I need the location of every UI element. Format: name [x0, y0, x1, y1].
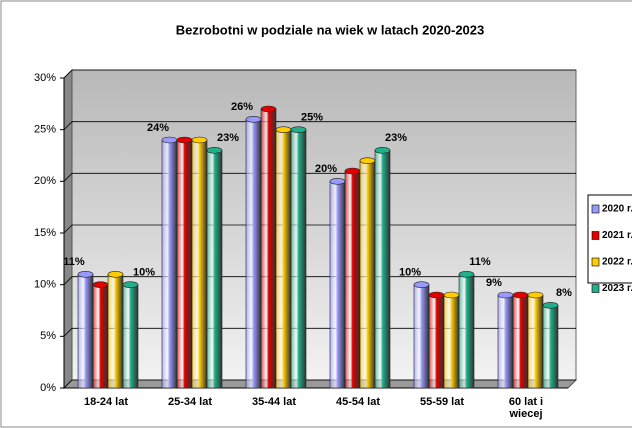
y-tick-label: 10% [34, 279, 56, 291]
bar-top [206, 147, 223, 154]
bar-top [344, 167, 361, 175]
legend-swatch [591, 257, 600, 267]
legend-label: 2021 r. [602, 230, 632, 241]
bar-top [329, 178, 346, 185]
bar [413, 284, 430, 389]
data-label: 23% [217, 132, 239, 144]
bar [290, 129, 307, 389]
x-tick-label: 45-54 lat [335, 396, 381, 408]
y-tick-label: 30% [34, 72, 56, 84]
legend-swatch [591, 204, 600, 214]
bar [527, 294, 544, 389]
chart-title: Bezrobotni w podziale na wiek w latach 2… [176, 22, 485, 37]
bar [443, 294, 460, 389]
data-label: 10% [133, 267, 155, 279]
bar [374, 150, 391, 389]
bar-top [428, 291, 445, 299]
bar [512, 294, 529, 389]
legend-label: 2020 r. [602, 204, 632, 215]
bar [275, 129, 292, 389]
x-tick-label: 18-24 lat [83, 396, 129, 408]
bar-top [107, 271, 124, 278]
bar-top [176, 136, 193, 144]
data-label: 26% [231, 101, 253, 113]
grid-line [63, 327, 576, 337]
data-label: 11% [63, 256, 85, 268]
data-label: 8% [556, 287, 572, 299]
bar [206, 150, 223, 389]
grid-line [63, 172, 576, 182]
bar-top [359, 157, 376, 164]
x-tick-label: 60 lat i wiecej [508, 396, 544, 420]
bar [359, 160, 376, 389]
bar [428, 294, 445, 389]
legend-label: 2022 r. [602, 257, 632, 268]
data-label: 10% [399, 267, 421, 279]
x-tick-label: 35-44 lat [251, 396, 297, 408]
bar-top [512, 291, 529, 299]
bar [122, 284, 139, 389]
grid-line [63, 224, 576, 234]
bar-top [290, 126, 307, 133]
bar-top [245, 116, 262, 123]
bar-top [161, 136, 178, 144]
grid-line [63, 379, 576, 389]
y-tick-label: 0% [40, 382, 56, 394]
x-tick-label: 55-59 lat [419, 396, 465, 408]
bar [497, 294, 514, 389]
grid-line [63, 69, 576, 79]
bar-top [92, 281, 109, 288]
x-tick-label: 25-34 lat [167, 396, 213, 408]
y-tick-label: 15% [34, 227, 56, 239]
grid-line [63, 121, 576, 130]
bar-top [458, 271, 475, 278]
legend-swatch [591, 231, 600, 240]
bar-top [527, 291, 544, 299]
legend-label: 2023 r. [602, 283, 632, 294]
data-label: 24% [147, 122, 169, 134]
bar [344, 170, 361, 389]
bar [92, 284, 109, 389]
bar-top [122, 281, 139, 288]
bar [191, 139, 208, 389]
y-tick-label: 5% [40, 330, 56, 342]
bar-top [443, 291, 460, 299]
bar-top [497, 291, 514, 299]
bar [260, 108, 277, 389]
data-label: 9% [486, 277, 502, 289]
bar-top [260, 105, 277, 113]
data-label: 25% [301, 112, 323, 124]
bar-top [413, 281, 430, 288]
legend-swatch [591, 284, 600, 293]
grid-line [63, 276, 576, 285]
bar-top [77, 271, 94, 278]
bar [176, 139, 193, 389]
data-label: 20% [315, 163, 337, 175]
y-tick-label: 25% [34, 124, 56, 136]
bar [161, 139, 178, 389]
bar [329, 181, 346, 389]
bar-top [191, 136, 208, 144]
bar-top [542, 302, 559, 309]
bar-top [374, 147, 391, 154]
bar [77, 274, 94, 389]
bar [542, 305, 559, 389]
y-tick-label: 20% [34, 175, 56, 187]
bar [458, 274, 475, 389]
data-label: 23% [385, 132, 407, 144]
bar-top [275, 126, 292, 133]
data-label: 11% [469, 256, 491, 268]
bar [107, 274, 124, 389]
bar [245, 119, 262, 389]
